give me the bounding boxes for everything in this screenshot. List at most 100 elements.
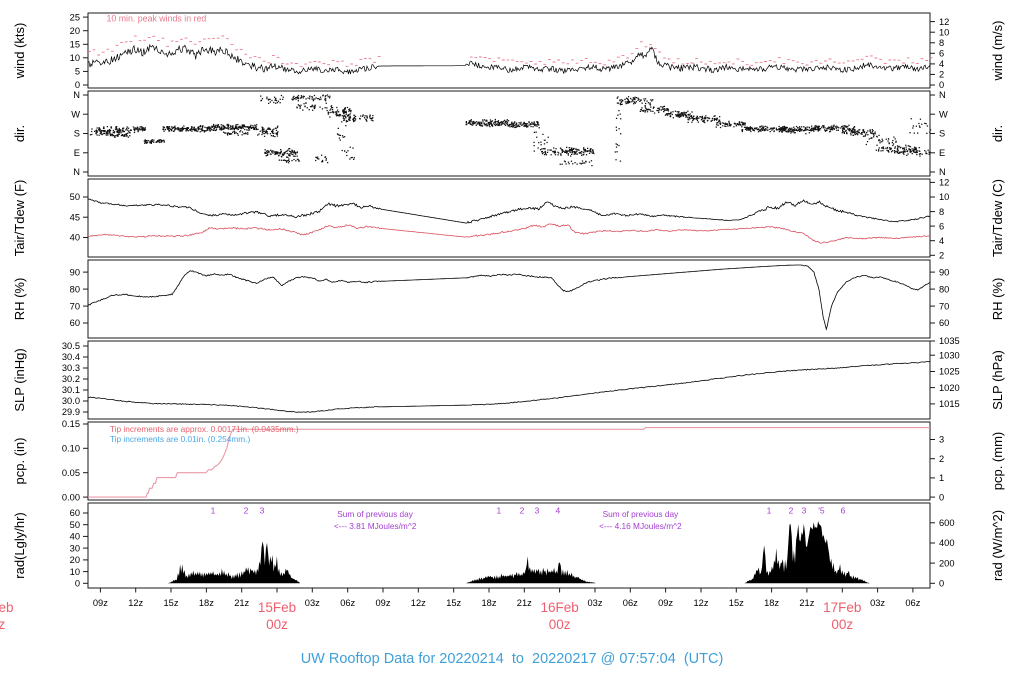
ylabel-right-pcp: pcp. (mm) <box>990 432 1005 491</box>
panel-rad-annotation: 4 <box>556 506 561 516</box>
x-tick-label: 06z <box>340 598 355 608</box>
svg-text:80: 80 <box>939 284 949 294</box>
x-date-label: 17Feb <box>823 600 861 615</box>
panel-temp-series-1 <box>87 223 931 244</box>
panel-pcp-yaxis-right: 0 1 2 3 <box>930 435 944 502</box>
svg-text:50: 50 <box>70 192 80 202</box>
panel-rad-annotation: <--- 3.81 MJoules/m^2 <box>334 521 417 531</box>
ylabel-right-slp: SLP (hPa) <box>990 350 1005 410</box>
svg-text:30.1: 30.1 <box>62 385 80 395</box>
panel-rad-annotation: 2 <box>789 506 794 516</box>
svg-text:12: 12 <box>939 178 949 188</box>
panel-rad-annotation: 3 <box>535 506 540 516</box>
svg-text:10: 10 <box>70 53 80 63</box>
panel-rad-annotation: 3 <box>260 506 265 516</box>
svg-text:0: 0 <box>75 80 80 90</box>
svg-text:20: 20 <box>70 555 80 565</box>
svg-text:10: 10 <box>939 27 949 37</box>
x-axis: 09z 12z 15z 18z 21z 03z 06z 09z 12z 15z 18z 21z 03z 0… <box>0 588 921 632</box>
svg-text:W: W <box>71 109 80 119</box>
panel-wind-annotation: 10 min. peak winds in red <box>107 14 207 24</box>
svg-text:0.15: 0.15 <box>62 419 80 429</box>
svg-text:30.3: 30.3 <box>62 363 80 373</box>
x-tick-label: 06z <box>905 598 920 608</box>
svg-text:1: 1 <box>939 473 944 483</box>
svg-text:12: 12 <box>939 17 949 27</box>
x-tick-label: 12z <box>694 598 709 608</box>
svg-text:0: 0 <box>939 80 944 90</box>
panel-slp-yaxis-left: 29.930.030.130.230.330.430.5 <box>62 341 88 417</box>
svg-text:45: 45 <box>70 212 80 222</box>
svg-text:50: 50 <box>70 520 80 530</box>
x-date-time-label: 00z <box>831 617 853 632</box>
x-date-label: 14Feb <box>0 600 14 615</box>
panel-temp-border <box>87 178 931 258</box>
panel-dir-scatter <box>89 94 932 167</box>
svg-text:1035: 1035 <box>939 336 960 346</box>
svg-text:1020: 1020 <box>939 383 960 393</box>
panel-rad-annotation: Sum of previous day <box>337 509 413 519</box>
svg-text:0: 0 <box>75 579 80 589</box>
ylabel-right-dir: dir. <box>990 125 1005 142</box>
panel-dir-border <box>87 90 931 177</box>
panel-rh: 60 70 80 90 60 70 80 90 RH (%) RH (%) <box>12 259 1005 339</box>
panel-wind-border <box>87 12 931 89</box>
svg-text:N: N <box>73 167 80 177</box>
panel-rad-annotation: <--- 4.16 MJoules/m^2 <box>599 521 682 531</box>
panel-slp-series-0 <box>87 361 931 413</box>
svg-text:30.5: 30.5 <box>62 341 80 351</box>
panel-wind-series-0 <box>87 43 931 75</box>
x-tick-label: 06z <box>623 598 638 608</box>
ylabel-right-rh: RH (%) <box>990 278 1005 321</box>
svg-text:1015: 1015 <box>939 399 960 409</box>
x-tick-label: 21z <box>517 598 532 608</box>
svg-text:30.0: 30.0 <box>62 396 80 406</box>
svg-text:N: N <box>73 90 80 100</box>
svg-text:200: 200 <box>939 558 955 568</box>
x-tick-label: 18z <box>764 598 779 608</box>
svg-text:8: 8 <box>939 207 944 217</box>
panel-wind-peak-dashes <box>88 35 933 68</box>
panel-temp-series-0 <box>87 198 931 224</box>
svg-text:W: W <box>939 109 948 119</box>
panel-slp-yaxis-right: 1015 1020 1025 1030 1035 <box>930 336 960 409</box>
ylabel-right-wind: wind (m/s) <box>990 21 1005 82</box>
x-tick-label: 15z <box>164 598 179 608</box>
panel-rad-annotation: 6 <box>841 506 846 516</box>
svg-text:2: 2 <box>939 454 944 464</box>
ylabel-left-rad: rad(Lgly/hr) <box>12 512 27 578</box>
svg-text:E: E <box>939 148 945 158</box>
x-tick-label: 09z <box>93 598 108 608</box>
ylabel-left-slp: SLP (inHg) <box>12 348 27 411</box>
panel-rad-annotation: Sum of previous day <box>603 509 679 519</box>
panel-rad-annotation: '5 <box>818 506 825 516</box>
panel-temp-yaxis-right: 2 4 6 8 10 12 <box>930 178 949 261</box>
svg-text:80: 80 <box>70 284 80 294</box>
svg-text:90: 90 <box>939 267 949 277</box>
svg-text:N: N <box>939 90 946 100</box>
svg-text:60: 60 <box>70 508 80 518</box>
x-date-time-label: 00z <box>549 617 571 632</box>
svg-text:30.2: 30.2 <box>62 374 80 384</box>
svg-text:10: 10 <box>939 192 949 202</box>
panel-rh-border <box>87 259 931 339</box>
panel-wind-yaxis-left: 0 5 10 15 20 25 <box>70 12 88 90</box>
panel-pcp-annotation: Tip increments are approx. 0.00171in. (0… <box>110 424 299 434</box>
x-date-time-label: 00z <box>0 617 6 632</box>
x-tick-label: 12z <box>411 598 426 608</box>
svg-text:0.00: 0.00 <box>62 492 80 502</box>
panel-temp-yaxis-left: 40 45 50 <box>70 192 88 243</box>
x-tick-label: 12z <box>128 598 143 608</box>
x-tick-label: 21z <box>234 598 249 608</box>
svg-text:1030: 1030 <box>939 350 960 360</box>
svg-text:20: 20 <box>70 26 80 36</box>
svg-text:30: 30 <box>70 543 80 553</box>
svg-text:60: 60 <box>939 318 949 328</box>
svg-text:E: E <box>74 148 80 158</box>
panel-rh-series-0 <box>87 264 931 331</box>
